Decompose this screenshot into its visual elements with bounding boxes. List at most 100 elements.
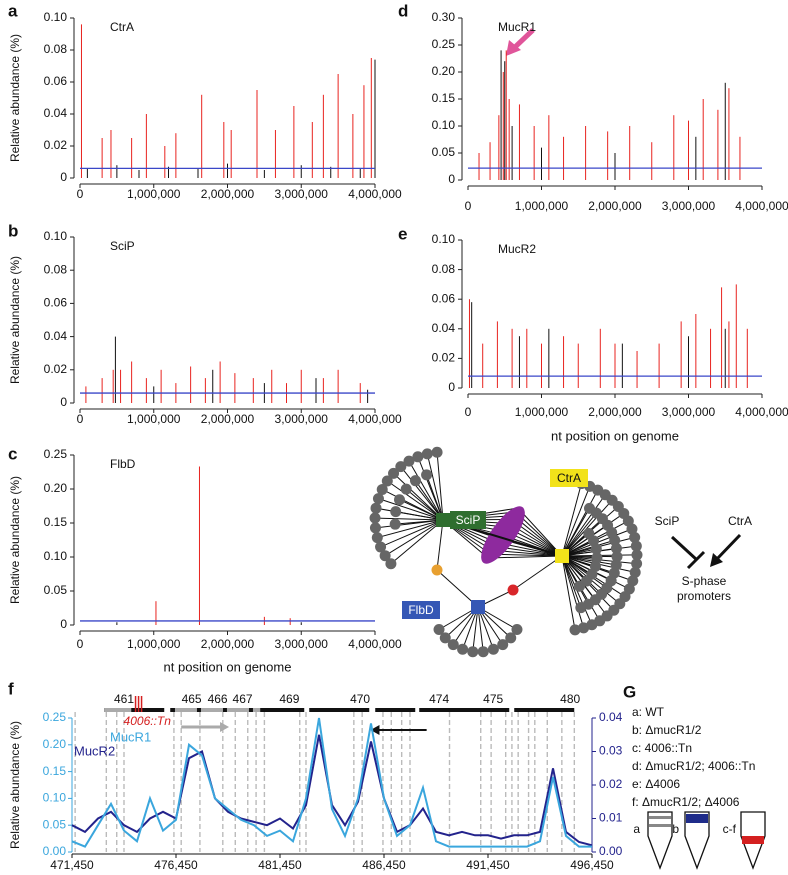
network-node (505, 632, 517, 644)
network-edge (387, 480, 444, 521)
y-tick-label: 0.08 (44, 262, 68, 276)
network-node (393, 494, 405, 506)
gene-label: 470 (350, 692, 370, 706)
y2-tick-label: 0.03 (599, 744, 623, 758)
tube-label: a (633, 822, 640, 836)
y-tick-label: 0.06 (44, 74, 68, 88)
network-node (629, 531, 641, 543)
panel-letter: b (8, 221, 18, 240)
y-tick-label: 0 (448, 172, 455, 186)
network-node (433, 624, 445, 635)
y2-tick-label: 0.01 (599, 811, 623, 825)
network-node (385, 558, 397, 570)
x-tick-label: 2,000,000 (201, 637, 255, 651)
network-edge (490, 553, 563, 557)
network-cluster (481, 506, 525, 564)
strain-item: c: 4006::Tn (632, 741, 692, 755)
repression (670, 535, 699, 562)
node-label: SciP (456, 513, 481, 527)
y2-tick-label: 0.04 (599, 710, 623, 724)
network-node (431, 564, 443, 576)
network-node (630, 540, 642, 552)
x-tick-label: 481,450 (258, 858, 302, 872)
tube-band (686, 814, 708, 823)
network-edge (561, 555, 585, 628)
panel-letter: a (8, 1, 18, 20)
y-tick-label: 0 (60, 395, 67, 409)
network-edge (561, 555, 596, 601)
activation-head (710, 553, 723, 567)
network-node (371, 532, 383, 544)
y-tick-label: 0.02 (44, 362, 68, 376)
y-axis-label: Relative abundance (%) (8, 34, 22, 162)
x-tick-label: 4,000,000 (348, 412, 402, 426)
network-node (575, 602, 587, 614)
network-node (421, 469, 433, 481)
network-node (381, 475, 393, 487)
network-node (629, 566, 641, 578)
network-edge (561, 486, 591, 557)
network (369, 446, 643, 658)
network-edge (561, 483, 582, 557)
schematic-label: promoters (677, 589, 731, 603)
x-tick-label: 0 (465, 405, 472, 419)
network-edge (561, 499, 613, 557)
y-tick-label: 0.20 (44, 481, 68, 495)
y-tick-label: 0.10 (44, 229, 68, 243)
node-label: FlbD (408, 603, 434, 617)
x-tick-label: 2,000,000 (588, 199, 642, 213)
y-tick-label: 0 (60, 617, 67, 631)
chart-title: SciP (110, 239, 135, 253)
strain-item: e: Δ4006 (632, 777, 680, 791)
x-tick-label: 1,000,000 (127, 412, 181, 426)
network-edge (477, 606, 484, 652)
y-tick-label: 0.04 (44, 329, 68, 343)
tube (647, 811, 673, 870)
network-edge (375, 517, 444, 521)
network-edge (561, 547, 617, 557)
network-node (610, 542, 622, 554)
chart-title: MucR2 (498, 242, 536, 256)
network-node (421, 448, 433, 460)
network-node (467, 646, 479, 658)
x-tick-label: 3,000,000 (662, 199, 716, 213)
network-node (389, 518, 401, 530)
strain-item: b: ΔmucR1/2 (632, 723, 702, 737)
network-edge (472, 606, 479, 652)
gene-label: 480 (560, 692, 580, 706)
panel-letter: d (398, 1, 408, 20)
network-node (591, 552, 603, 564)
network-node (569, 624, 581, 636)
network-edge (399, 499, 444, 521)
node-label-box (402, 601, 440, 619)
panel-letter: c (8, 444, 17, 463)
x-tick-label: 0 (465, 199, 472, 213)
gene-label: 467 (233, 692, 253, 706)
x-tick-label: 1,000,000 (127, 637, 181, 651)
y-tick-label: 0.10 (432, 232, 456, 246)
chart-title: CtrA (110, 20, 134, 34)
y-tick-label: 0.00 (43, 844, 67, 858)
y-tick-label: 0.06 (44, 296, 68, 310)
network-edge (380, 519, 444, 548)
network-node (375, 541, 387, 553)
y2-tick-label: 0.02 (599, 777, 623, 791)
network-edge (393, 472, 444, 521)
tube-label: c-f (723, 822, 737, 836)
y-tick-label: 0.25 (43, 710, 67, 724)
network-node (626, 523, 638, 535)
node-label-box (550, 469, 588, 487)
network-edge (561, 555, 576, 630)
x-tick-label: 3,000,000 (275, 412, 329, 426)
x-tick-label: 3,000,000 (662, 405, 716, 419)
x-tick-label: 1,000,000 (515, 199, 569, 213)
network-edge (561, 494, 606, 557)
network-node (369, 522, 381, 534)
network-edge (390, 519, 444, 565)
y-tick-label: 0 (60, 170, 67, 184)
network-node (497, 639, 509, 651)
tube-band (649, 824, 671, 827)
network-edge (426, 474, 444, 521)
network-edge (561, 524, 608, 557)
y-tick-label: 0.06 (432, 291, 456, 305)
